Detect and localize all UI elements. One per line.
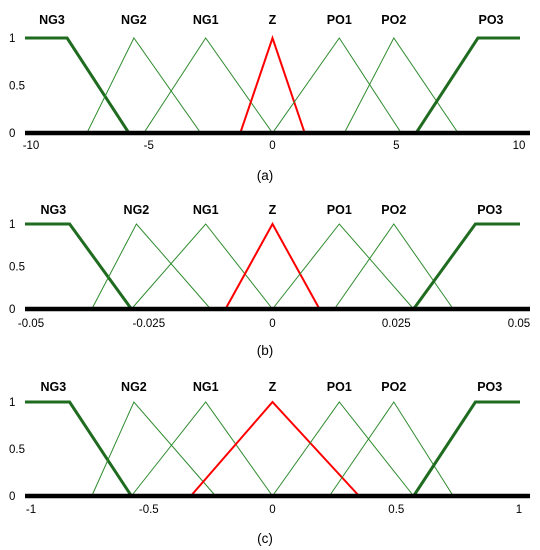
mf-line-po2: [328, 401, 454, 497]
x-tick-label: 5: [393, 140, 399, 152]
mf-label-po1: PO1: [327, 203, 352, 217]
x-tick-label: 0: [269, 140, 275, 152]
y-tick-label: 0: [9, 304, 15, 316]
mf-label-po3: PO3: [477, 380, 502, 394]
mf-label-ng3: NG3: [39, 13, 65, 27]
x-tick-label: 0.05: [508, 318, 530, 330]
mf-label-ng1: NG1: [193, 380, 219, 394]
mf-line-ng3: [25, 36, 131, 134]
y-tick-label: 0: [9, 128, 15, 140]
y-tick-label: 0: [9, 491, 15, 503]
mf-line-po1: [272, 223, 414, 310]
mf-line-z: [239, 34, 306, 134]
mf-line-po3: [412, 400, 520, 497]
x-tick-label: 0: [269, 318, 275, 330]
mf-label-z: Z: [269, 13, 277, 27]
mf-label-ng3: NG3: [40, 380, 66, 394]
mf-label-po3: PO3: [477, 203, 502, 217]
mf-label-po3: PO3: [478, 13, 503, 27]
x-tick-label: 0: [269, 504, 275, 516]
y-tick-label: 0.5: [9, 262, 25, 274]
mf-line-z: [190, 400, 360, 497]
x-tick-label: 0.025: [382, 318, 411, 330]
mf-line-po1: [272, 37, 402, 134]
mf-line-ng2: [91, 223, 211, 310]
mf-label-ng2: NG2: [124, 203, 150, 217]
y-tick-label: 0.5: [9, 81, 25, 93]
mf-line-po3: [414, 36, 520, 134]
mf-line-po2: [343, 37, 459, 134]
mf-label-ng1: NG1: [193, 13, 219, 27]
panel-caption: (b): [257, 343, 274, 358]
mf-label-ng2: NG2: [121, 13, 147, 27]
chart-panel-c: NG3 NG2 NG1 Z PO1 PO2 PO3 0 0.5 1 -1 -0.5 0 0.5 1 (c): [9, 380, 530, 546]
mf-line-ng2: [91, 401, 216, 497]
x-tick-label: -5: [144, 140, 154, 152]
mf-label-po2: PO2: [381, 13, 406, 27]
x-tick-label: -0.025: [132, 318, 165, 330]
mf-label-ng3: NG3: [40, 203, 66, 217]
mf-line-po1: [272, 401, 414, 497]
x-tick-label: -1: [26, 504, 36, 516]
chart-panel-a: NG3 NG2 NG1 Z PO1 PO2 PO3 0 0.5 1 -10 -5 0 5 10 (a): [9, 13, 530, 183]
mf-line-po3: [412, 222, 520, 310]
mf-label-ng2: NG2: [121, 380, 147, 394]
mf-label-po1: PO1: [327, 380, 352, 394]
panel-caption: (c): [257, 531, 273, 546]
mf-line-ng3: [25, 222, 133, 310]
mf-line-ng3: [25, 400, 133, 497]
x-tick-label: -10: [23, 140, 40, 152]
mf-label-po1: PO1: [327, 13, 352, 27]
x-tick-label: 10: [513, 140, 526, 152]
mf-label-po2: PO2: [381, 380, 406, 394]
mf-label-z: Z: [269, 203, 277, 217]
mf-line-ng1: [131, 223, 273, 310]
mf-line-ng1: [131, 401, 273, 497]
mf-label-ng1: NG1: [193, 203, 219, 217]
y-tick-label: 1: [9, 219, 15, 231]
mf-line-ng1: [143, 37, 273, 134]
x-tick-label: 1: [516, 504, 522, 516]
mf-label-po2: PO2: [381, 203, 406, 217]
panel-caption: (a): [257, 168, 274, 183]
y-tick-label: 1: [9, 33, 15, 45]
y-tick-label: 1: [9, 397, 15, 409]
mf-line-z: [224, 221, 321, 310]
chart-panel-b: NG3 NG2 NG1 Z PO1 PO2 PO3 0 0.5 1 -0.05 -0.025 0 0.02…: [9, 203, 530, 358]
x-tick-label: -0.05: [18, 318, 44, 330]
mf-label-z: Z: [269, 380, 277, 394]
y-tick-label: 0.5: [9, 444, 25, 456]
x-tick-label: 0.5: [388, 504, 404, 516]
mf-line-po2: [333, 223, 454, 310]
x-tick-label: -0.5: [139, 504, 159, 516]
mf-line-ng2: [86, 37, 202, 134]
